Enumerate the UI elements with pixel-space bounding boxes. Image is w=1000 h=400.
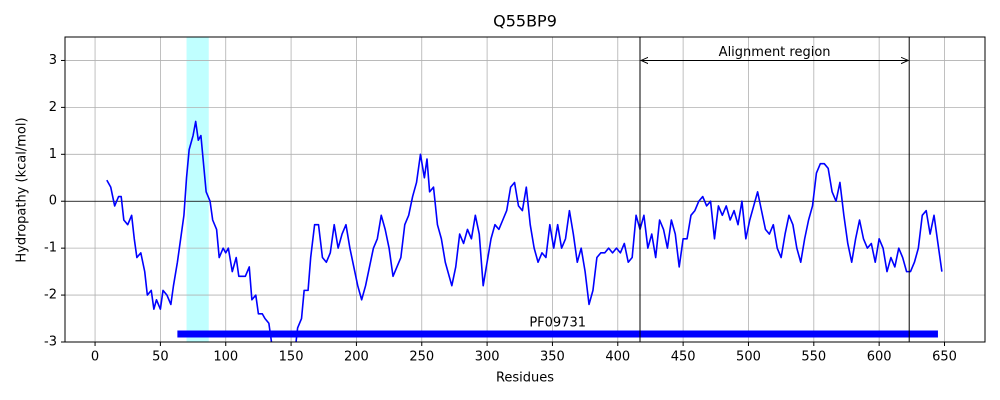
x-tick-label: 200 [344,350,369,365]
x-tick-label: 350 [540,350,565,365]
y-tick-label: 2 [49,100,57,115]
y-tick-label: 3 [49,53,57,68]
y-tick-label: 1 [49,147,57,162]
x-tick-label: 250 [409,350,434,365]
x-tick-label: 150 [279,350,304,365]
y-tick-label: -1 [44,241,57,256]
x-tick-label: 50 [152,350,169,365]
x-tick-label: 500 [736,350,761,365]
x-tick-label: 300 [475,350,500,365]
x-axis-label: Residues [496,371,554,386]
x-tick-label: 0 [91,350,99,365]
y-tick-label: -2 [44,288,57,303]
region-label: Alignment region [719,45,831,60]
domain-label: PF09731 [529,316,586,331]
y-tick-label: -3 [44,335,57,350]
x-tick-label: 400 [605,350,630,365]
highlight-span [186,37,209,342]
x-tick-label: 650 [932,350,957,365]
hydropathy-line [106,120,943,342]
y-tick-label: 0 [49,194,57,209]
x-tick-label: 450 [671,350,696,365]
plot-frame [64,36,986,343]
x-tick-label: 100 [213,350,238,365]
y-axis-label: Hydropathy (kcal/mol) [15,117,30,262]
x-tick-label: 550 [801,350,826,365]
chart-title: Q55BP9 [493,12,557,31]
x-tick-label: 600 [867,350,892,365]
